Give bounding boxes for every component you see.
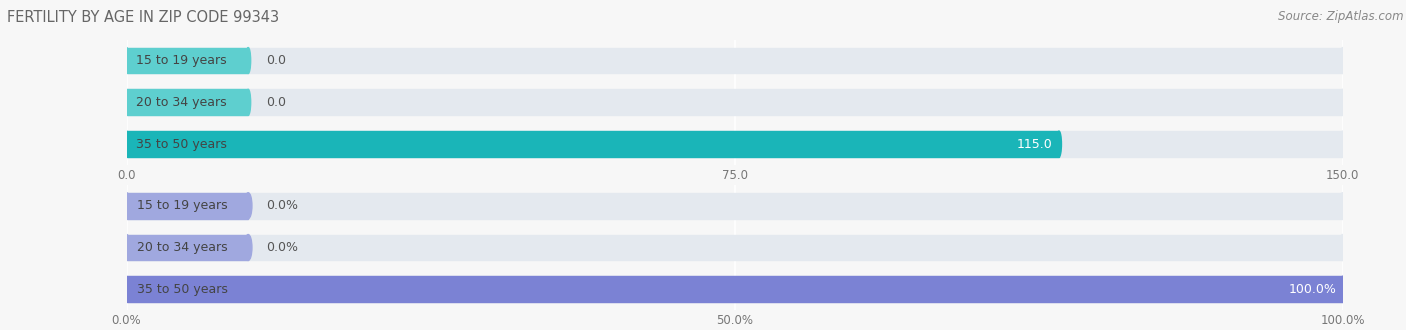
Text: 20 to 34 years: 20 to 34 years — [135, 96, 226, 109]
Text: 115.0: 115.0 — [1017, 138, 1053, 150]
Circle shape — [1340, 89, 1346, 115]
Bar — [127, 48, 1343, 74]
Bar — [127, 276, 1343, 302]
Circle shape — [124, 48, 129, 74]
Circle shape — [124, 48, 129, 74]
Circle shape — [1056, 131, 1062, 157]
Text: 20 to 34 years: 20 to 34 years — [138, 241, 228, 254]
Bar — [127, 131, 1059, 157]
Circle shape — [1340, 48, 1346, 74]
Circle shape — [1340, 131, 1346, 157]
Bar — [127, 193, 247, 219]
Circle shape — [122, 276, 131, 302]
Bar — [127, 235, 247, 260]
Bar — [127, 131, 1343, 157]
Circle shape — [1339, 276, 1347, 302]
Circle shape — [122, 235, 131, 260]
Text: 0.0: 0.0 — [266, 96, 287, 109]
Circle shape — [122, 276, 131, 302]
Text: 0.0: 0.0 — [266, 54, 287, 67]
Text: 35 to 50 years: 35 to 50 years — [138, 283, 228, 296]
Text: Source: ZipAtlas.com: Source: ZipAtlas.com — [1278, 10, 1403, 23]
Bar — [127, 89, 1343, 115]
Bar — [127, 89, 247, 115]
Circle shape — [124, 89, 129, 115]
Circle shape — [122, 193, 131, 219]
Circle shape — [1339, 193, 1347, 219]
Bar — [127, 193, 1343, 219]
Text: 15 to 19 years: 15 to 19 years — [138, 199, 228, 212]
Text: 0.0%: 0.0% — [266, 199, 298, 212]
Circle shape — [122, 193, 131, 219]
Circle shape — [122, 235, 131, 260]
Bar — [127, 276, 1343, 302]
Text: 35 to 50 years: 35 to 50 years — [135, 138, 226, 150]
Circle shape — [1339, 276, 1347, 302]
Text: FERTILITY BY AGE IN ZIP CODE 99343: FERTILITY BY AGE IN ZIP CODE 99343 — [7, 10, 280, 25]
Circle shape — [1339, 235, 1347, 260]
Circle shape — [246, 89, 250, 115]
Circle shape — [245, 235, 252, 260]
Circle shape — [246, 48, 250, 74]
Circle shape — [124, 131, 129, 157]
Bar — [127, 235, 1343, 260]
Circle shape — [124, 89, 129, 115]
Circle shape — [124, 131, 129, 157]
Circle shape — [245, 193, 252, 219]
Text: 100.0%: 100.0% — [1289, 283, 1337, 296]
Text: 15 to 19 years: 15 to 19 years — [135, 54, 226, 67]
Bar — [127, 48, 247, 74]
Text: 0.0%: 0.0% — [266, 241, 298, 254]
